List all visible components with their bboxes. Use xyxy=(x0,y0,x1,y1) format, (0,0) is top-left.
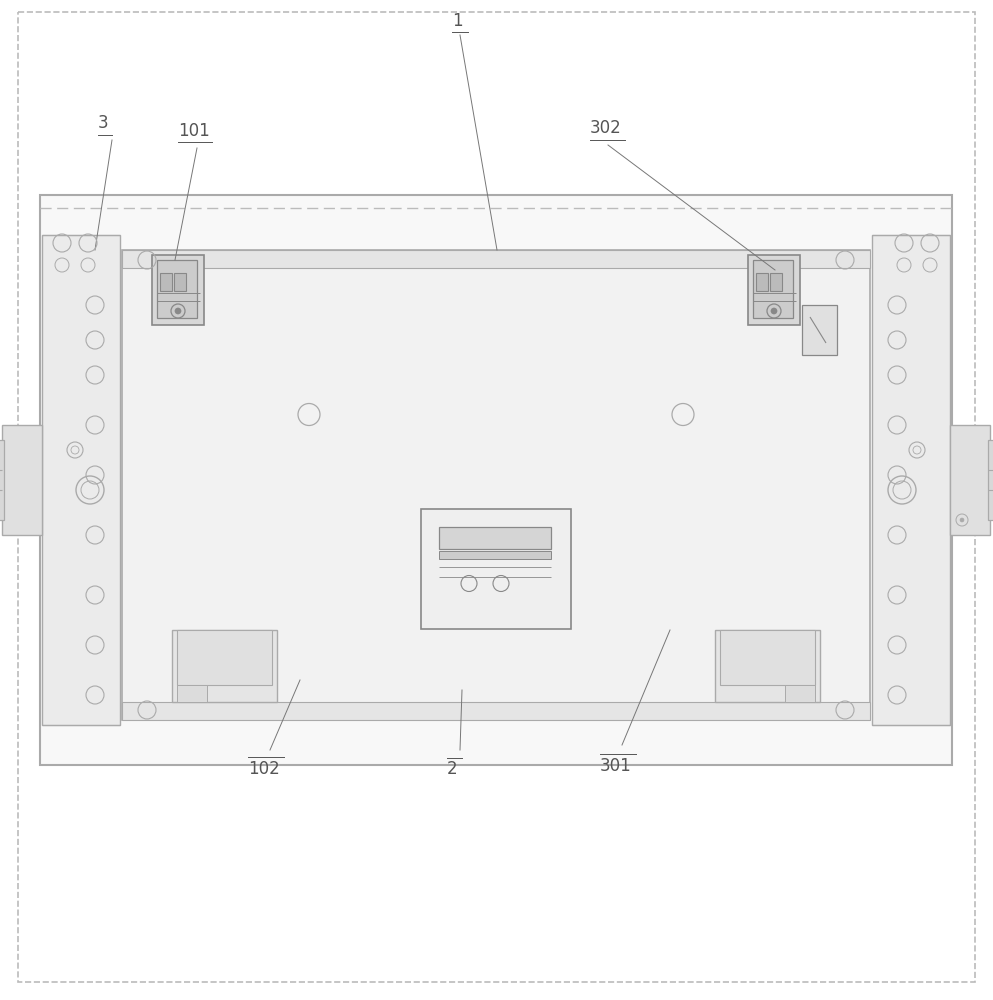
Bar xyxy=(122,250,870,720)
Bar xyxy=(872,235,950,725)
Bar xyxy=(172,630,277,702)
Bar xyxy=(439,526,551,548)
Bar xyxy=(802,305,837,355)
Bar xyxy=(770,273,782,291)
Bar xyxy=(785,685,815,702)
Bar xyxy=(177,630,272,685)
Bar xyxy=(157,260,197,318)
Text: 102: 102 xyxy=(248,760,280,778)
Bar xyxy=(0,440,4,520)
Bar xyxy=(174,273,186,291)
Bar xyxy=(950,425,990,535)
Bar xyxy=(40,195,952,765)
Text: 101: 101 xyxy=(178,122,210,140)
Bar xyxy=(439,550,551,558)
Bar xyxy=(715,630,820,702)
Bar xyxy=(152,255,204,325)
Bar xyxy=(748,255,800,325)
Text: 3: 3 xyxy=(98,114,108,132)
Circle shape xyxy=(771,308,777,314)
FancyBboxPatch shape xyxy=(426,516,565,621)
Bar xyxy=(42,235,120,725)
Bar xyxy=(421,508,571,629)
Text: 302: 302 xyxy=(590,119,622,137)
Bar xyxy=(720,630,815,685)
Text: 2: 2 xyxy=(447,760,458,778)
Text: 1: 1 xyxy=(452,12,463,30)
Circle shape xyxy=(960,518,964,522)
Circle shape xyxy=(175,308,181,314)
Bar xyxy=(122,702,870,720)
Bar xyxy=(756,273,768,291)
Bar xyxy=(2,425,42,535)
Bar xyxy=(177,685,207,702)
Text: 301: 301 xyxy=(600,757,632,775)
Bar xyxy=(122,250,870,268)
Bar xyxy=(753,260,793,318)
Bar xyxy=(988,440,993,520)
Bar xyxy=(160,273,172,291)
